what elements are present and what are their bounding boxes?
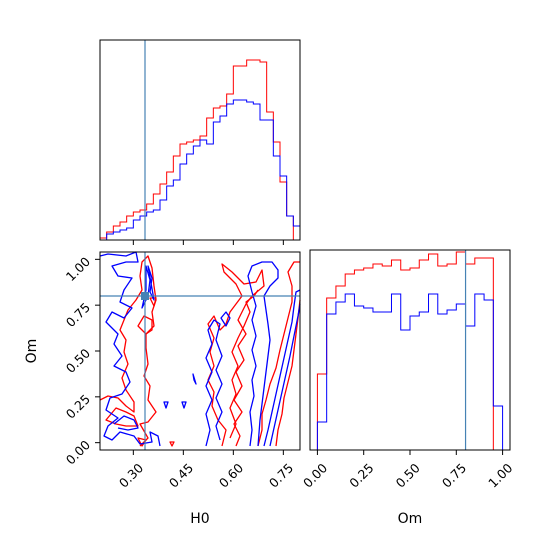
contour-ytick-label: 0.50	[63, 345, 93, 375]
contour-ytick-label: 0.00	[63, 437, 93, 467]
hist-Om-xticks-label: 0.50	[393, 460, 423, 490]
red-contour-left-inner	[105, 407, 139, 427]
contour-xticks-label: 0.30	[116, 460, 146, 490]
blue-contour-island-b	[181, 401, 187, 409]
hist-Om-panel: 0.00 0.25 0.50 0.75 1.00 Om	[300, 249, 516, 527]
contour-ylabel: Om	[24, 339, 40, 364]
hist-H0-plot	[99, 40, 301, 241]
red-contour-mid-inner	[229, 289, 259, 439]
blue-contour-mid	[205, 319, 223, 447]
hist-Om-plot	[316, 250, 504, 451]
hist-Om-plot-series-0	[316, 251, 503, 451]
contour-truth-marker	[141, 292, 149, 300]
blue-contour-right-inner	[269, 303, 301, 447]
contour-truth-lines	[100, 252, 300, 450]
blue-contour-right-outer	[247, 261, 279, 447]
contour-panel: 0.30 0.45 0.60 0.75 0.00 0.25 0.50 0.75 1.00 H0…	[24, 251, 301, 527]
red-contour-island-c	[169, 441, 175, 447]
contour-xticks-label: 0.45	[166, 460, 196, 490]
hist-Om-xticks-label: 0.25	[346, 460, 376, 490]
blue-contour-island-d	[220, 311, 231, 327]
contour-ytick-label: 1.00	[63, 254, 93, 284]
hist-Om-xticks-label: 0.00	[300, 460, 330, 490]
contour-yticks: 0.00 0.25 0.50 0.75 1.00	[63, 254, 100, 467]
red-contour-right	[257, 261, 300, 447]
hist-H0-xticks	[132, 240, 284, 245]
hist-H0-panel	[99, 39, 301, 245]
contour-ytick-label: 0.75	[63, 300, 93, 330]
contour-red-series	[99, 255, 301, 447]
blue-contour-left-outer	[99, 251, 161, 447]
contour-ytick-label: 0.25	[63, 391, 93, 421]
red-contour-left-outer	[99, 255, 157, 447]
blue-contour-right	[263, 289, 301, 447]
contour-xlabel: H0	[190, 511, 209, 527]
hist-Om-plot-series-1	[316, 293, 504, 450]
hist-H0-plot-series-1	[100, 99, 301, 241]
hist-H0-frame	[99, 39, 301, 241]
hist-Om-frame	[309, 249, 511, 451]
blue-contour-island-c	[192, 373, 197, 385]
hist-Om-xticks: 0.00 0.25 0.50 0.75 1.00	[300, 450, 516, 491]
blue-contour-left-inner	[113, 415, 139, 431]
red-contour-mid-outer	[207, 263, 265, 447]
contour-xticks: 0.30 0.45 0.60 0.75	[116, 450, 296, 491]
blue-contour-center-inner	[147, 265, 155, 301]
hist-Om-xticks-label: 1.00	[485, 460, 515, 490]
contour-xticks-label: 0.75	[266, 460, 296, 490]
hist-Om-xticks-label: 0.75	[439, 460, 469, 490]
contour-xticks-label: 0.60	[216, 460, 246, 490]
contour-blue-series	[99, 251, 301, 447]
hist-H0-plot-series-0	[99, 59, 300, 241]
hist-Om-xlabel: Om	[398, 511, 423, 527]
red-contour-right-inner	[275, 299, 301, 447]
blue-contour-island-a	[163, 401, 169, 409]
